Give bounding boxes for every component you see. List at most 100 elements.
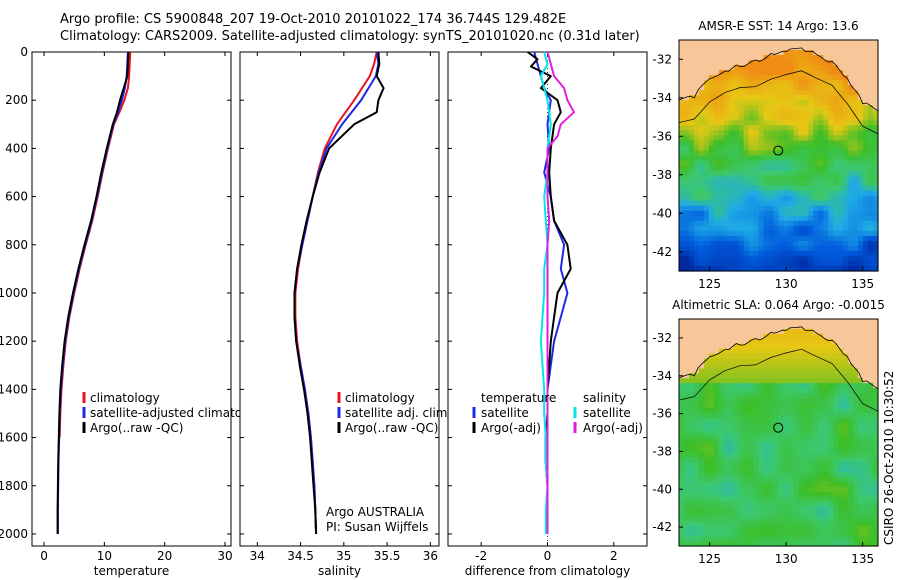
sst_map-cell bbox=[863, 105, 869, 111]
sla_map-cell bbox=[733, 541, 740, 547]
sst_map-cell bbox=[683, 170, 690, 177]
sst_map-cell bbox=[698, 125, 705, 131]
sst_map-cell bbox=[768, 230, 775, 237]
sst_map-cell bbox=[853, 90, 859, 96]
sla_map-cell bbox=[838, 452, 844, 458]
sst_map-cell bbox=[683, 100, 690, 106]
sst_map-cell bbox=[828, 205, 834, 212]
sla_map-cell bbox=[858, 383, 864, 389]
sst_map-heatmap-cells bbox=[679, 40, 879, 272]
sla_map-cell bbox=[768, 422, 775, 429]
sst_map-cell bbox=[738, 255, 745, 262]
sst_map-cell bbox=[733, 150, 740, 157]
sla_map-cell bbox=[828, 319, 834, 325]
sla_map-cell bbox=[838, 393, 844, 399]
sst_map-cell bbox=[863, 190, 869, 197]
sst_map-cell bbox=[778, 235, 785, 242]
sst_map-cell bbox=[753, 180, 760, 187]
sla_map-cell bbox=[763, 358, 770, 365]
sst_map-cell bbox=[713, 55, 720, 61]
sla_map-cell bbox=[843, 333, 849, 340]
sst_map-cell bbox=[778, 65, 785, 71]
sla_map-cell bbox=[818, 319, 824, 325]
sla_map-cell bbox=[863, 397, 869, 404]
sst_map-cell bbox=[693, 190, 700, 197]
sst_map-cell bbox=[683, 45, 690, 51]
sla_map-cell bbox=[773, 383, 780, 389]
sla_map-cell bbox=[793, 373, 799, 379]
sla_map-cell bbox=[679, 536, 685, 542]
sla_map-cell bbox=[703, 471, 710, 478]
sst_map-cell bbox=[773, 115, 780, 121]
sst_map-cell bbox=[708, 205, 715, 212]
sst_map-cell bbox=[773, 235, 780, 242]
sst_map-cell bbox=[818, 135, 824, 142]
sla_map-cell bbox=[713, 417, 720, 424]
sst_map-cell bbox=[828, 200, 834, 207]
sst_map-cell bbox=[728, 130, 735, 137]
sst_map-cell bbox=[768, 95, 775, 101]
sla_map-cell bbox=[718, 407, 725, 414]
sst_map-cell bbox=[738, 120, 745, 126]
sst_map-cell bbox=[753, 110, 760, 116]
sla_map-cell bbox=[823, 333, 829, 340]
sla_map-cell bbox=[843, 353, 849, 360]
sst_map-cell bbox=[838, 175, 844, 182]
sst_map-cell bbox=[683, 225, 690, 232]
sla_map-cell bbox=[828, 328, 834, 335]
sst_map-cell bbox=[679, 145, 685, 152]
sst_map-cell bbox=[713, 255, 720, 262]
sst_map-cell bbox=[813, 145, 819, 152]
sst_map-cell bbox=[748, 180, 755, 187]
sst_map-cell bbox=[683, 220, 690, 227]
sla_map-cell bbox=[788, 373, 795, 379]
sla_map-cell bbox=[708, 343, 715, 350]
sla_map-cell bbox=[683, 319, 690, 325]
sla_map-cell bbox=[833, 378, 839, 384]
sla_map-cell bbox=[788, 437, 795, 443]
sla_map-cell bbox=[858, 531, 864, 537]
sst_map-cell bbox=[748, 190, 755, 197]
sla_map-cell bbox=[873, 432, 879, 439]
sst_map-cell bbox=[753, 130, 760, 137]
sst_map-cell bbox=[788, 225, 795, 232]
sla_map-cell bbox=[818, 457, 824, 463]
sla_map-cell bbox=[853, 452, 859, 458]
sla_map-cell bbox=[798, 343, 804, 350]
sla_map-cell bbox=[783, 402, 790, 409]
sst_map-cell bbox=[798, 135, 804, 142]
sst_map-cell bbox=[683, 230, 690, 237]
sst_map-cell bbox=[708, 240, 715, 247]
sla_map-cell bbox=[679, 348, 685, 355]
sla_map-cell bbox=[688, 348, 695, 355]
sst_map-cell bbox=[743, 120, 750, 126]
sla_map-cell bbox=[783, 536, 790, 542]
sla_map-cell bbox=[763, 383, 770, 389]
sst_map-cell bbox=[858, 160, 864, 167]
sst_map-cell bbox=[818, 180, 824, 187]
salinity-xtick-label: 34.5 bbox=[287, 549, 314, 563]
sst_map-cell bbox=[868, 230, 874, 237]
sst_map-cell bbox=[768, 75, 775, 81]
sst_map-cell bbox=[768, 135, 775, 142]
sst_map-cell bbox=[688, 240, 695, 247]
sst_map-cell bbox=[823, 135, 829, 142]
sst_map-cell bbox=[788, 75, 795, 81]
sla_map-cell bbox=[833, 353, 839, 360]
sla_map-cell bbox=[728, 353, 735, 360]
sla_map-cell bbox=[773, 481, 780, 488]
sla_map-cell bbox=[803, 328, 809, 335]
sla_map-cell bbox=[858, 516, 864, 522]
sla_map-cell bbox=[713, 486, 720, 493]
sst_map-cell bbox=[708, 170, 715, 177]
sst_map-cell bbox=[698, 75, 705, 81]
sla_map-cell bbox=[863, 319, 869, 325]
sst_map-cell bbox=[768, 65, 775, 71]
sst_map-cell bbox=[803, 220, 809, 227]
sla_map-cell bbox=[698, 521, 705, 527]
sst_map-cell bbox=[793, 230, 799, 237]
sst_map-cell bbox=[848, 65, 854, 71]
sst_map-cell bbox=[758, 190, 765, 197]
sla_map-cell bbox=[863, 481, 869, 488]
sla_map-cell bbox=[828, 427, 834, 434]
